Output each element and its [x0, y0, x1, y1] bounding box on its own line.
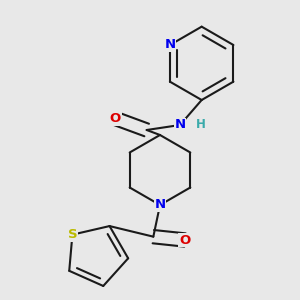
Text: N: N [154, 199, 166, 212]
Text: O: O [110, 112, 121, 125]
Text: H: H [196, 118, 206, 131]
Text: N: N [164, 38, 175, 52]
Text: S: S [68, 228, 77, 241]
Text: N: N [174, 118, 186, 131]
Text: O: O [179, 233, 191, 247]
